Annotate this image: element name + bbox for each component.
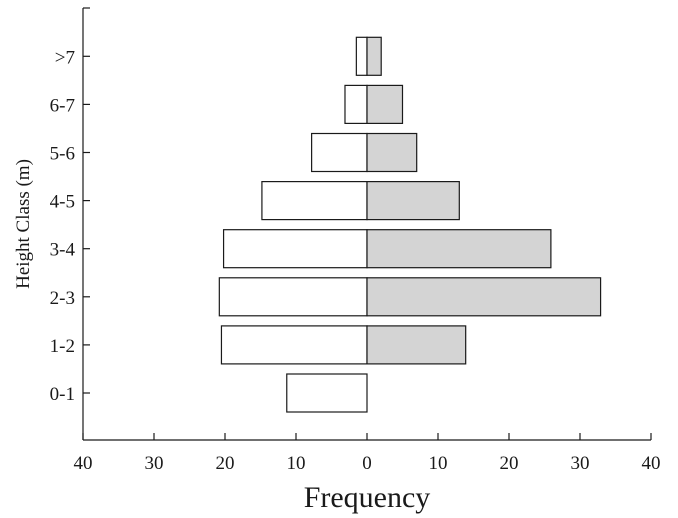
x-tick-label-6: 20 xyxy=(500,453,519,474)
bar-left-2 xyxy=(218,277,368,317)
y-tick-label-0: 0-1 xyxy=(50,384,75,405)
bar-right-1 xyxy=(366,325,467,365)
bar-right-2 xyxy=(366,277,602,317)
y-tick-label-7: >7 xyxy=(55,47,75,68)
x-tick-label-0: 40 xyxy=(74,453,93,474)
bar-right-5 xyxy=(366,132,418,173)
x-tick-label-4: 0 xyxy=(362,453,372,474)
bar-right-4 xyxy=(366,181,460,221)
x-axis-title: Frequency xyxy=(304,481,431,514)
bar-left-4 xyxy=(261,181,368,221)
bar-left-5 xyxy=(311,132,368,173)
x-tick-label-2: 20 xyxy=(216,453,235,474)
bar-left-6 xyxy=(344,84,368,125)
y-tick-label-3: 3-4 xyxy=(50,240,76,261)
bar-right-6 xyxy=(366,84,404,125)
bar-left-3 xyxy=(222,229,368,269)
bar-right-3 xyxy=(366,229,552,269)
x-tick-label-8: 40 xyxy=(642,453,661,474)
x-ticks-group: 40 30 20 10 0 10 20 30 40 xyxy=(74,433,661,474)
x-tick-label-1: 30 xyxy=(145,453,164,474)
y-tick-label-2: 2-3 xyxy=(50,288,75,309)
x-tick-label-3: 10 xyxy=(287,453,306,474)
bar-left-1 xyxy=(220,325,368,365)
y-tick-label-6: 6-7 xyxy=(50,95,75,116)
y-ticks-group: 0-1 1-2 2-3 3-4 4-5 5-6 6-7 >7 xyxy=(50,7,90,405)
x-tick-label-7: 30 xyxy=(571,453,590,474)
x-tick-label-5: 10 xyxy=(429,453,448,474)
y-tick-label-5: 5-6 xyxy=(50,144,75,165)
y-tick-label-1: 1-2 xyxy=(50,336,75,357)
bar-left-7 xyxy=(355,36,368,76)
bar-left-0 xyxy=(286,373,368,413)
bar-right-7 xyxy=(366,36,382,76)
bars-group xyxy=(218,36,602,413)
y-axis-title: Height Class (m) xyxy=(13,159,34,289)
y-tick-label-4: 4-5 xyxy=(50,192,75,213)
